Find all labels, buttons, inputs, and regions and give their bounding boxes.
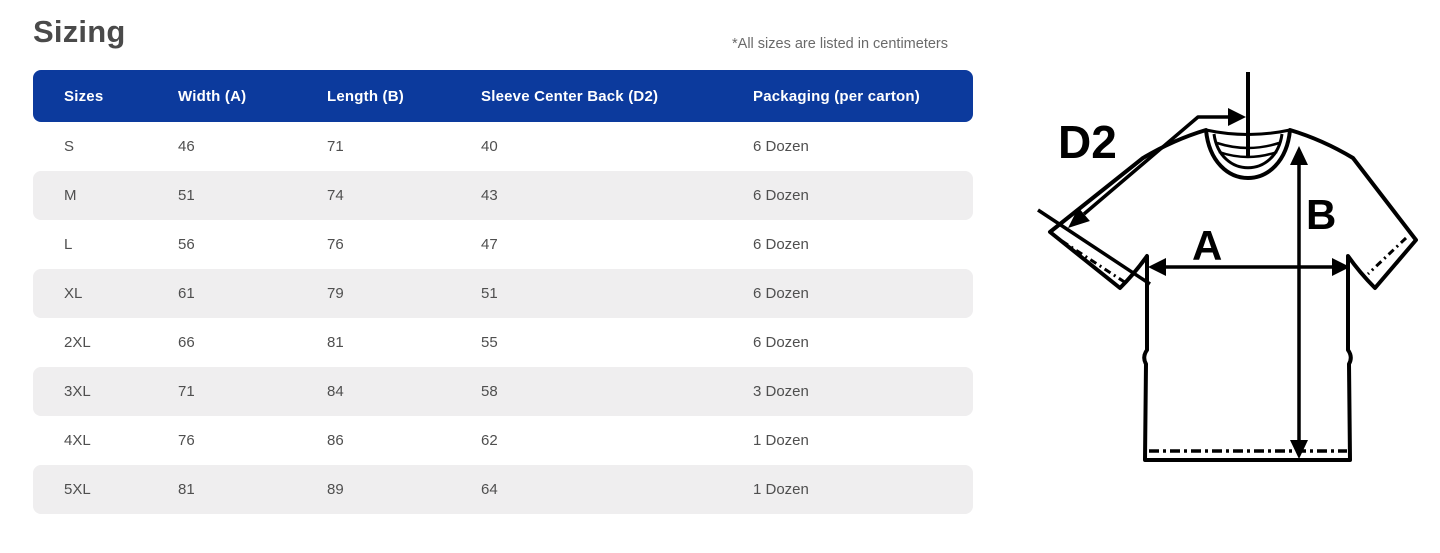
column-header-sleeve: Sleeve Center Back (D2) (450, 70, 722, 122)
size-cell: M (33, 171, 147, 220)
length-cell: 84 (296, 367, 450, 416)
packaging-cell: 3 Dozen (722, 367, 973, 416)
size-cell: 2XL (33, 318, 147, 367)
label-b: B (1306, 191, 1336, 238)
sleeve-cell: 55 (450, 318, 722, 367)
width-cell: 56 (147, 220, 296, 269)
width-cell: 81 (147, 465, 296, 514)
table-row: 4XL 76 86 62 1 Dozen (33, 416, 973, 465)
b-arrowhead-bottom (1290, 440, 1308, 459)
width-cell: 71 (147, 367, 296, 416)
column-header-packaging: Packaging (per carton) (722, 70, 973, 122)
packaging-cell: 6 Dozen (722, 318, 973, 367)
length-cell: 79 (296, 269, 450, 318)
length-cell: 89 (296, 465, 450, 514)
column-header-width: Width (A) (147, 70, 296, 122)
length-cell: 86 (296, 416, 450, 465)
width-cell: 51 (147, 171, 296, 220)
table-row: 2XL 66 81 55 6 Dozen (33, 318, 973, 367)
collar-band-line (1218, 150, 1278, 159)
table-row: XL 61 79 51 6 Dozen (33, 269, 973, 318)
tshirt-measurement-diagram: D2 A B (1020, 60, 1440, 500)
width-cell: 46 (147, 122, 296, 171)
length-cell: 74 (296, 171, 450, 220)
length-cell: 71 (296, 122, 450, 171)
sleeve-cell: 47 (450, 220, 722, 269)
packaging-cell: 6 Dozen (722, 269, 973, 318)
a-arrowhead-left (1148, 258, 1166, 276)
size-cell: 4XL (33, 416, 147, 465)
tshirt-outline (1048, 128, 1418, 462)
collar-outer (1204, 129, 1292, 180)
length-cell: 76 (296, 220, 450, 269)
size-cell: XL (33, 269, 147, 318)
size-cell: L (33, 220, 147, 269)
sleeve-cell: 43 (450, 171, 722, 220)
units-note: *All sizes are listed in centimeters (732, 36, 948, 52)
table-header-row: Sizes Width (A) Length (B) Sleeve Center… (33, 70, 973, 122)
label-a: A (1192, 222, 1222, 269)
table-row: S 46 71 40 6 Dozen (33, 122, 973, 171)
length-cell: 81 (296, 318, 450, 367)
packaging-cell: 6 Dozen (722, 171, 973, 220)
table-row: M 51 74 43 6 Dozen (33, 171, 973, 220)
width-cell: 66 (147, 318, 296, 367)
label-d2: D2 (1058, 116, 1117, 168)
size-cell: 5XL (33, 465, 147, 514)
d2-arrow-line (1082, 115, 1232, 216)
sleeve-cell: 51 (450, 269, 722, 318)
size-cell: 3XL (33, 367, 147, 416)
width-cell: 76 (147, 416, 296, 465)
sleeve-extension-line (1037, 208, 1151, 286)
a-arrowhead-right (1332, 258, 1350, 276)
packaging-cell: 6 Dozen (722, 220, 973, 269)
packaging-cell: 1 Dozen (722, 416, 973, 465)
sizing-table: Sizes Width (A) Length (B) Sleeve Center… (33, 70, 973, 514)
table-row: L 56 76 47 6 Dozen (33, 220, 973, 269)
column-header-sizes: Sizes (33, 70, 147, 122)
d2-arrowhead-right (1228, 108, 1246, 126)
left-cuff-dashdot (1061, 239, 1127, 285)
packaging-cell: 6 Dozen (722, 122, 973, 171)
sleeve-cell: 62 (450, 416, 722, 465)
table-row: 5XL 81 89 64 1 Dozen (33, 465, 973, 514)
table-row: 3XL 71 84 58 3 Dozen (33, 367, 973, 416)
collar-inner (1212, 133, 1284, 170)
tshirt-diagram-svg: D2 A B (1037, 72, 1418, 462)
b-arrowhead-top (1290, 146, 1308, 165)
sleeve-cell: 40 (450, 122, 722, 171)
width-cell: 61 (147, 269, 296, 318)
packaging-cell: 1 Dozen (722, 465, 973, 514)
sleeve-cell: 58 (450, 367, 722, 416)
d2-arrowhead-sleeve (1068, 207, 1090, 228)
sleeve-cell: 64 (450, 465, 722, 514)
column-header-length: Length (B) (296, 70, 450, 122)
size-cell: S (33, 122, 147, 171)
page-title: Sizing (33, 14, 126, 49)
